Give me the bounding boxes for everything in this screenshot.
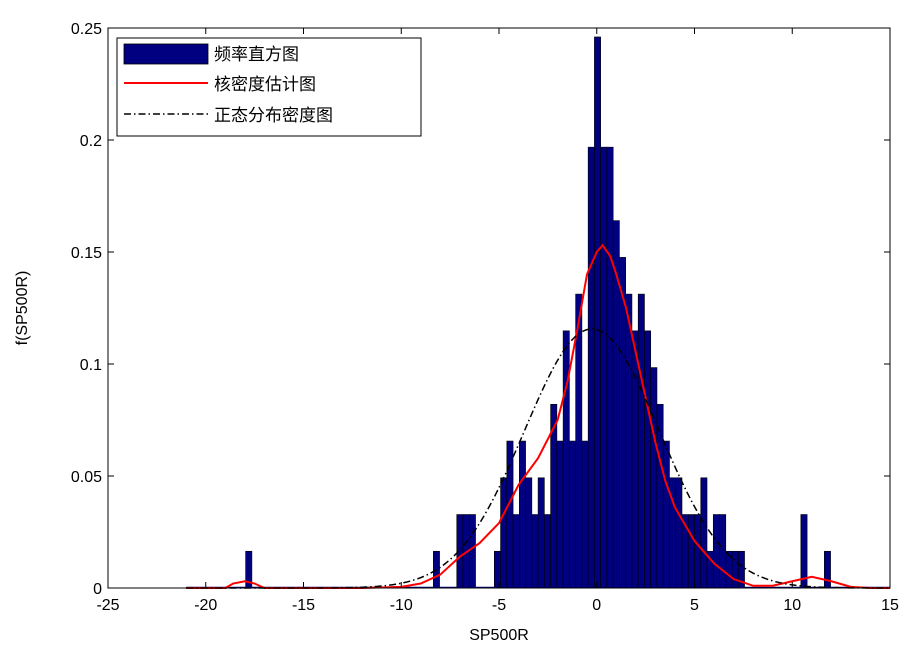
x-tick-label: -5 xyxy=(492,597,506,614)
histogram-bar xyxy=(600,146,608,589)
histogram-bar xyxy=(537,477,545,589)
y-tick-label: 0 xyxy=(93,581,102,598)
x-tick-label: -10 xyxy=(390,597,413,614)
histogram-bar xyxy=(644,330,652,589)
histogram-bar xyxy=(606,146,614,589)
y-tick-label: 0.1 xyxy=(80,357,102,374)
histogram-bar xyxy=(519,440,526,589)
histogram-bar xyxy=(512,514,520,589)
x-axis-label: SP500R xyxy=(469,627,529,644)
histogram-bar xyxy=(700,477,708,589)
histogram-bar xyxy=(731,550,739,589)
y-tick-label: 0.15 xyxy=(71,245,102,262)
histogram-bar xyxy=(531,514,539,589)
y-axis-label: f(SP500R) xyxy=(14,271,31,346)
histogram-bar xyxy=(719,514,727,589)
histogram-bar xyxy=(525,477,533,589)
x-tick-label: 5 xyxy=(690,597,699,614)
legend-label-kde: 核密度估计图 xyxy=(214,75,316,95)
histogram-bar xyxy=(569,440,576,589)
kde-line xyxy=(186,243,890,589)
histogram-bar xyxy=(506,440,514,589)
x-tick-label: -15 xyxy=(292,597,315,614)
histogram-bar xyxy=(675,477,683,589)
histogram-bar xyxy=(468,514,476,589)
histogram-bar xyxy=(712,514,720,589)
legend-swatch-histogram xyxy=(123,43,209,65)
x-tick-label: -25 xyxy=(96,597,119,614)
legend-label-histogram: 频率直方图 xyxy=(214,45,299,65)
y-tick-label: 0.25 xyxy=(71,21,102,38)
legend-label-normal: 正态分布密度图 xyxy=(214,106,333,126)
legend: 频率直方图 核密度估计图 正态分布密度图 xyxy=(116,37,422,137)
histogram-bar xyxy=(594,36,601,589)
x-tick-label: 10 xyxy=(783,597,801,614)
histogram-bar xyxy=(824,550,831,589)
histogram-bar xyxy=(581,440,589,589)
histogram-bar xyxy=(687,514,695,589)
x-tick-label: 0 xyxy=(592,597,601,614)
x-tick-label: -20 xyxy=(194,597,217,614)
histogram-bar xyxy=(625,293,633,589)
histogram-bar xyxy=(650,367,658,589)
histogram-bar xyxy=(544,514,551,589)
histogram-bar xyxy=(494,550,501,589)
histogram-bar xyxy=(637,293,645,589)
x-tick-label: 15 xyxy=(881,597,899,614)
histogram-bar xyxy=(631,330,639,589)
histogram-bar xyxy=(662,440,670,589)
y-tick-label: 0.2 xyxy=(80,133,102,150)
y-tick-label: 0.05 xyxy=(71,469,102,486)
histogram-bar xyxy=(694,514,702,589)
axis-ticks: -25 -20 -15 -10 -5 0 5 10 15 0 0.05 0.1 0.15 0.2 0.25 xyxy=(71,21,899,614)
histogram-bar xyxy=(500,477,508,589)
histogram-bar xyxy=(562,330,570,589)
histogram-bar xyxy=(587,146,595,589)
histogram-bar xyxy=(800,514,808,589)
histogram-bar xyxy=(556,440,564,589)
